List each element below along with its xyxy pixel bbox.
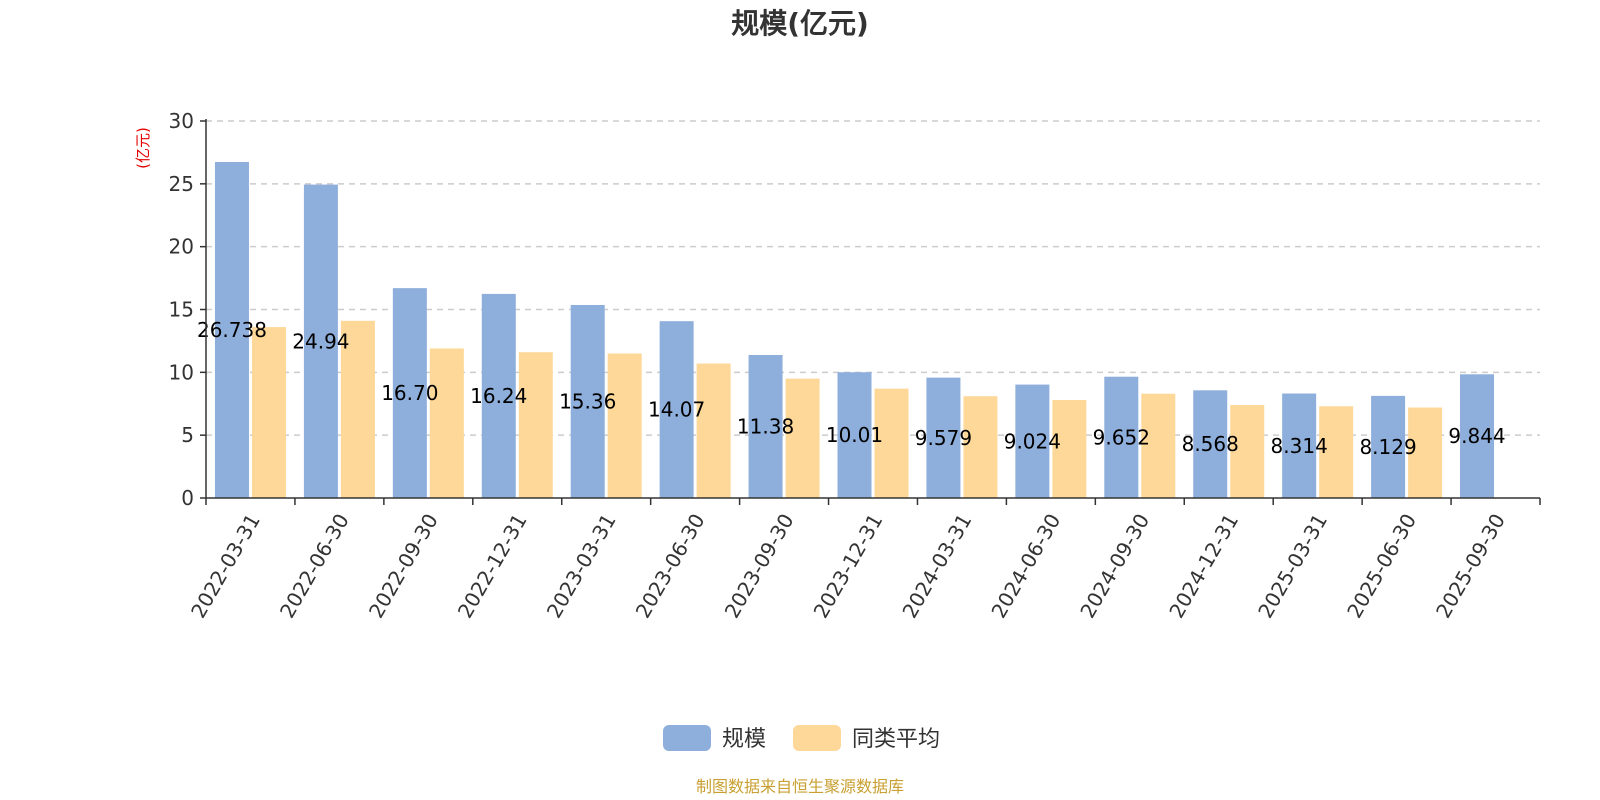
x-tick-label-2024-09-30: 2024-09-30 <box>1075 510 1154 623</box>
y-tick-label-15: 15 <box>169 298 194 322</box>
chart-title: 规模(亿元) <box>731 7 869 40</box>
bar-peer-avg-2024-06-30 <box>1052 399 1087 498</box>
y-tick-label-5: 5 <box>181 423 194 447</box>
value-label-2023-06-30: 14.07 <box>648 398 705 422</box>
bar-peer-avg-2023-03-31 <box>607 353 642 498</box>
y-axis-label: (亿元) <box>134 127 152 169</box>
bar-scale-2025-06-30 <box>1371 395 1406 498</box>
bar-peer-avg-2023-06-30 <box>696 363 731 498</box>
x-tick-label-2022-12-31: 2022-12-31 <box>453 510 532 623</box>
y-tick-labels: 0 5 10 15 20 25 30 <box>169 109 194 510</box>
x-tick-label-2025-09-30: 2025-09-30 <box>1431 510 1510 623</box>
legend-peer-avg-swatch <box>793 725 841 751</box>
bar-scale-2022-06-30 <box>303 184 338 498</box>
value-label-2022-12-31: 16.24 <box>470 384 527 408</box>
x-tick-label-2022-06-30: 2022-06-30 <box>275 510 354 623</box>
bar-peer-avg-2022-03-31 <box>251 327 286 498</box>
x-tick-label-2023-09-30: 2023-09-30 <box>720 510 799 623</box>
x-tick-label-2025-03-31: 2025-03-31 <box>1253 510 1332 623</box>
bar-peer-avg-2024-12-31 <box>1230 405 1265 498</box>
y-tick-label-20: 20 <box>169 235 194 259</box>
x-tick-label-2023-06-30: 2023-06-30 <box>631 510 710 623</box>
bar-scale-2025-03-31 <box>1282 393 1317 498</box>
value-label-2024-03-31: 9.579 <box>915 426 972 450</box>
x-tick-label-2023-03-31: 2023-03-31 <box>542 510 621 623</box>
bar-peer-avg-2022-06-30 <box>340 320 375 498</box>
y-tick-label-25: 25 <box>169 172 194 196</box>
bar-peer-avg-2023-09-30 <box>785 378 820 498</box>
x-tick-label-2024-03-31: 2024-03-31 <box>897 510 976 623</box>
bar-scale-2023-03-31 <box>570 304 605 498</box>
value-label-2023-09-30: 11.38 <box>737 414 794 438</box>
bar-scale-2023-09-30 <box>748 354 783 498</box>
x-tick-label-2023-12-31: 2023-12-31 <box>809 510 888 623</box>
bar-scale-2024-06-30 <box>1015 384 1050 498</box>
bar-scale-2025-09-30 <box>1460 374 1495 498</box>
legend: 规模 同类平均 <box>663 725 940 752</box>
value-label-2023-12-31: 10.01 <box>826 423 883 447</box>
bar-scale-2022-12-31 <box>481 293 516 498</box>
bar-scale-2023-12-31 <box>837 372 872 498</box>
bar-peer-avg-2022-12-31 <box>518 352 553 498</box>
bar-scale-2022-09-30 <box>392 288 427 498</box>
value-label-2022-06-30: 24.94 <box>292 329 349 353</box>
gridlines <box>206 120 1540 436</box>
bar-peer-avg-2024-03-31 <box>963 396 998 498</box>
value-label-2022-09-30: 16.70 <box>381 381 438 405</box>
bar-peer-avg-2025-06-30 <box>1408 407 1443 498</box>
x-tick-labels: 2022-03-31 2022-06-30 2022-09-30 2022-12-31… <box>186 510 1510 623</box>
bar-scale-2024-09-30 <box>1104 376 1139 498</box>
value-label-2025-06-30: 8.129 <box>1359 435 1416 459</box>
y-tick-label-0: 0 <box>181 486 194 510</box>
value-label-2023-03-31: 15.36 <box>559 389 616 413</box>
x-tick-label-2022-03-31: 2022-03-31 <box>186 510 265 623</box>
x-tick-label-2025-06-30: 2025-06-30 <box>1342 510 1421 623</box>
bar-scale-2024-12-31 <box>1193 390 1228 498</box>
source-note: 制图数据来自恒生聚源数据库 <box>696 777 904 796</box>
value-labels: 26.738 24.94 16.70 16.24 15.36 14.07 11.38 10.0… <box>197 318 1506 459</box>
legend-peer-avg-label: 同类平均 <box>852 727 940 752</box>
legend-scale-label: 规模 <box>722 727 766 752</box>
bar-peer-avg-2023-12-31 <box>874 388 909 498</box>
bar-peer-avg-2025-03-31 <box>1319 406 1354 498</box>
value-label-2024-09-30: 9.652 <box>1093 425 1150 449</box>
bar-scale-2024-03-31 <box>926 377 961 498</box>
value-label-2024-12-31: 8.568 <box>1182 432 1239 456</box>
bar-peer-avg-2024-09-30 <box>1141 393 1176 498</box>
bars <box>214 161 1495 498</box>
bar-peer-avg-2022-09-30 <box>429 348 464 498</box>
bar-scale-2023-06-30 <box>659 321 694 498</box>
x-tick-label-2024-12-31: 2024-12-31 <box>1164 510 1243 623</box>
value-label-2025-09-30: 9.844 <box>1448 424 1505 448</box>
legend-scale-swatch <box>663 725 711 751</box>
value-label-2022-03-31: 26.738 <box>197 318 267 342</box>
x-tick-label-2022-09-30: 2022-09-30 <box>364 510 443 623</box>
axes <box>200 119 1541 505</box>
y-tick-label-10: 10 <box>169 360 194 384</box>
value-label-2024-06-30: 9.024 <box>1004 429 1061 453</box>
bar-scale-2022-03-31 <box>214 161 249 498</box>
value-label-2025-03-31: 8.314 <box>1271 434 1328 458</box>
x-tick-label-2024-06-30: 2024-06-30 <box>986 510 1065 623</box>
y-tick-label-30: 30 <box>169 109 194 133</box>
